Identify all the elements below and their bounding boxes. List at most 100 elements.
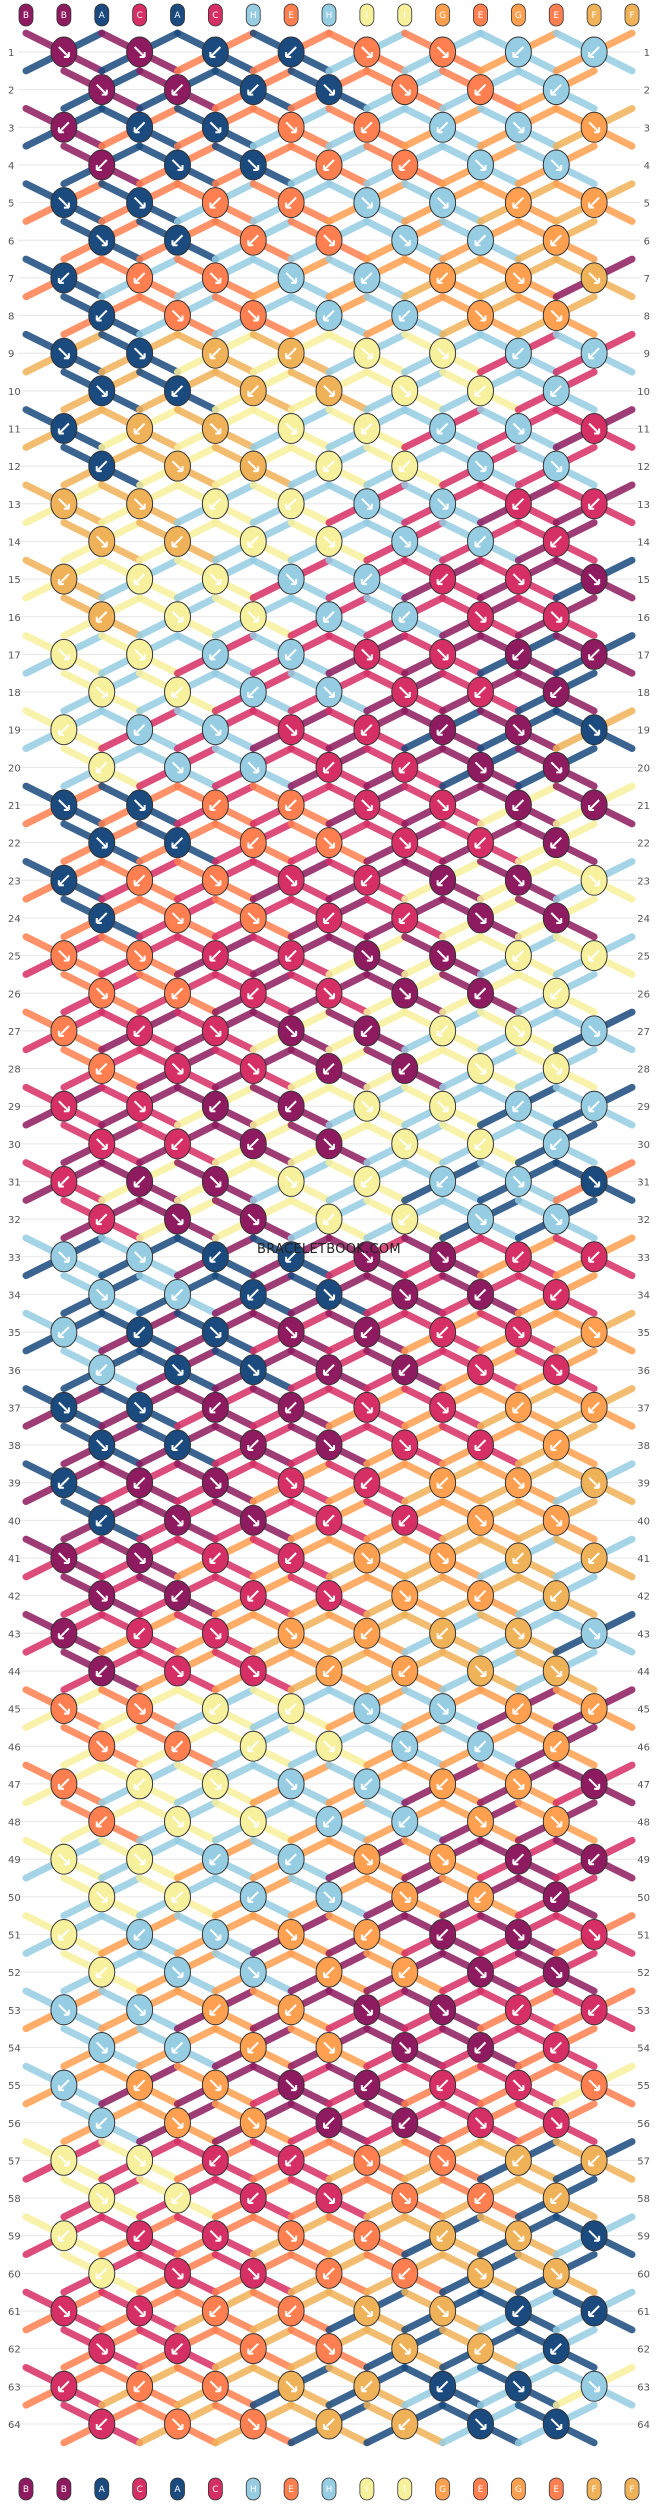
row-number-left: 55 [8, 2081, 21, 2092]
knot [552, 2138, 636, 2183]
arrow-icon [171, 1364, 184, 1376]
arrow-icon [436, 949, 449, 962]
string-top-A: A [170, 3, 185, 27]
string-letter: A [99, 2485, 106, 2495]
knot [401, 556, 484, 602]
row-number-left: 4 [8, 161, 14, 172]
row-number-left: 50 [8, 1893, 21, 1904]
arrow-icon [436, 2154, 449, 2167]
arrow-icon [588, 121, 601, 134]
knot [325, 2138, 409, 2183]
knot [401, 632, 484, 677]
string-top-E: E [283, 3, 299, 27]
string-letter: G [515, 2485, 522, 2495]
row-number-left: 2 [8, 86, 14, 97]
row-number-left: 20 [8, 763, 21, 774]
arrow-icon [133, 1702, 146, 1715]
row-number-left: 51 [8, 1931, 21, 1942]
string-top-G: G [510, 3, 526, 27]
row-number-right: 64 [637, 2420, 650, 2431]
arrow-icon [512, 1853, 525, 1866]
knot [211, 142, 295, 188]
arrow-icon [285, 573, 298, 586]
knot [98, 2288, 181, 2334]
knot [514, 2100, 598, 2146]
arrow-icon [550, 2342, 562, 2355]
arrow-icon [323, 1439, 335, 1452]
knot [514, 1422, 598, 1468]
arrow-icon [96, 234, 108, 247]
row-number-left: 53 [8, 2006, 21, 2017]
knot [211, 1648, 295, 1694]
string-letter: B [61, 11, 67, 21]
arrow-icon [95, 912, 108, 924]
arrow-icon [588, 2380, 601, 2393]
knot [514, 1347, 598, 1393]
arrow-icon [588, 1326, 601, 1339]
arrow-icon [171, 2267, 184, 2280]
arrow-icon [323, 2117, 335, 2129]
arrow-icon [95, 159, 108, 171]
knot [249, 481, 333, 527]
arrow-icon [133, 723, 146, 736]
string-letter: B [23, 11, 29, 21]
row-number-right: 42 [637, 1592, 650, 1603]
string-letter: G [439, 2485, 446, 2495]
row-number-left: 28 [8, 1065, 21, 1076]
arrow-icon [360, 2079, 373, 2092]
knot [174, 1686, 257, 1731]
row-number-right: 24 [637, 914, 650, 925]
arrow-icon [171, 1514, 184, 1527]
arrow-icon [474, 1740, 487, 1753]
arrow-icon [436, 422, 449, 435]
arrow-icon [133, 498, 146, 510]
string-top-G: G [435, 3, 451, 27]
arrow-icon [133, 347, 146, 360]
knot [552, 556, 636, 602]
arrow-icon [512, 949, 525, 962]
knot [98, 1535, 181, 1581]
knot [477, 330, 560, 376]
string-letter: H [326, 11, 333, 21]
knot [287, 1498, 371, 1543]
knot [249, 1836, 333, 1882]
knot [174, 2288, 257, 2334]
arrow-icon [360, 1778, 373, 1790]
string-bottom-B: B [56, 2477, 72, 2501]
knot [22, 104, 106, 150]
knot [22, 1610, 106, 1656]
knot [136, 1874, 219, 1920]
knot [325, 180, 409, 225]
arrow-icon [436, 2305, 449, 2317]
arrow-icon [323, 159, 335, 171]
row-number-right: 5 [644, 199, 650, 210]
knot [325, 1912, 409, 1957]
knot [22, 556, 106, 602]
row-number-left: 58 [8, 2194, 21, 2205]
arrow-icon [247, 1966, 260, 1979]
row-number-left: 15 [8, 575, 21, 586]
arrow-icon [512, 573, 525, 586]
knot [363, 1046, 447, 1091]
arrow-icon [247, 2041, 259, 2054]
arrow-icon [474, 912, 487, 924]
arrow-icon [285, 1251, 297, 1263]
arrow-icon [247, 385, 259, 397]
knot [174, 1987, 257, 2033]
arrow-icon [57, 573, 70, 586]
row-number-right: 33 [637, 1253, 650, 1264]
row-number-left: 35 [8, 1328, 21, 1339]
knot [439, 2175, 522, 2221]
arrow-icon [209, 573, 222, 586]
knot [136, 67, 219, 112]
arrow-icon [588, 1552, 600, 1564]
knot [287, 1347, 371, 1393]
arrow-icon [588, 1778, 601, 1790]
string-top-F: F [624, 3, 640, 27]
row-number-left: 49 [8, 1855, 21, 1866]
arrow-icon [285, 949, 297, 962]
knot [136, 2251, 219, 2296]
string-top-H: H [321, 3, 337, 27]
knot [477, 1309, 560, 1355]
knot [325, 1460, 409, 1506]
